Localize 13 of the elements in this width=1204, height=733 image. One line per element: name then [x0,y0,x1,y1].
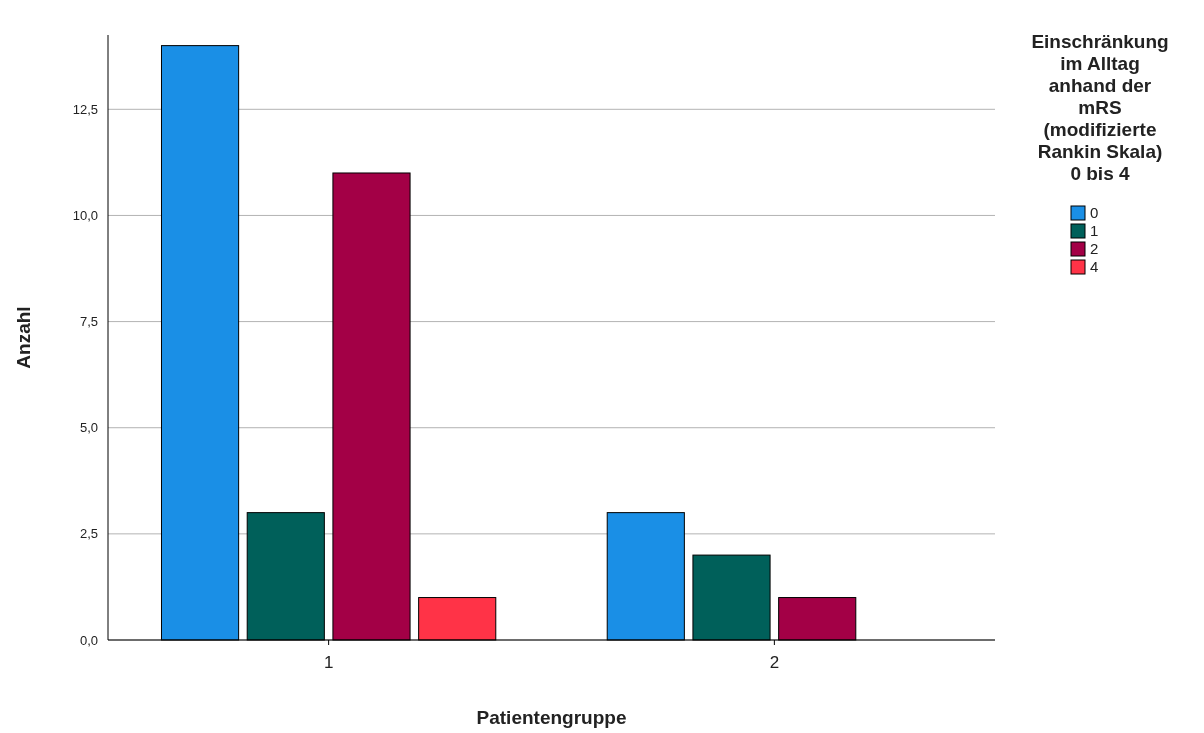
y-tick-label: 5,0 [79,420,98,436]
y-tick-label: 7,5 [79,314,98,330]
y-tick-label: 0,0 [79,632,98,648]
legend-label: 1 [1090,222,1099,239]
legend-label: 0 [1090,204,1099,221]
y-tick-label: 10,0 [72,207,98,223]
legend-label: 2 [1090,240,1099,257]
y-axis-title: Anzahl [13,306,34,369]
x-axis-title: Patientengruppe [476,707,627,728]
y-tick-label: 12,5 [72,101,98,117]
legend-label: 4 [1090,258,1099,275]
legend-title: Einschränkung im Alltag anhand der mRS (modifizierte Rankin Skala) 0 bis 4 [1031,31,1169,184]
y-tick-label: 2,5 [79,526,98,542]
